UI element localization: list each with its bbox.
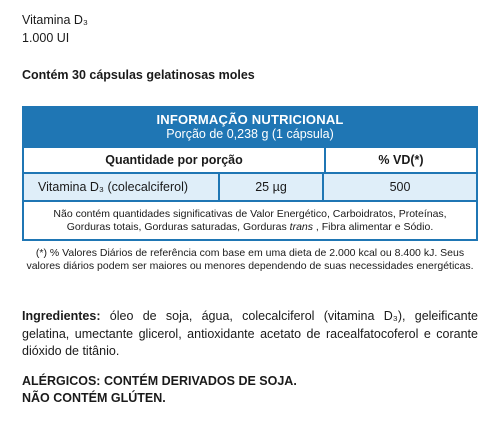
allergen-warning: ALÉRGICOS: CONTÉM DERIVADOS DE SOJA.	[22, 374, 297, 388]
product-name: Vitamina D₃	[22, 13, 88, 27]
ingredients-label: Ingredientes:	[22, 309, 101, 323]
column-header-quantity: Quantidade por porção	[24, 148, 326, 172]
nutrient-amount: 25 µg	[220, 174, 324, 200]
footnote: (*) % Valores Diários de referência com …	[26, 247, 474, 272]
nutrition-table-header: INFORMAÇÃO NUTRICIONAL Porção de 0,238 g…	[24, 108, 476, 146]
nutrient-vd: 500	[389, 180, 411, 194]
nutrition-column-headers: Quantidade por porção % VD(*)	[24, 146, 476, 172]
note-text-trans: trans	[289, 221, 314, 233]
content-description: Contém 30 cápsulas gelatinosas moles	[22, 68, 255, 82]
nutrient-name: Vitamina D₃ (colecalciferol)	[24, 174, 220, 200]
nutrition-table: INFORMAÇÃO NUTRICIONAL Porção de 0,238 g…	[22, 106, 478, 241]
column-header-vd: % VD(*)	[378, 153, 424, 167]
note-text-2: , Fibra alimentar e Sódio.	[313, 221, 434, 233]
nutrition-table-note: Não contém quantidades significativas de…	[24, 200, 476, 239]
ingredients-text: óleo de soja, água, colecalciferol (vita…	[22, 309, 478, 358]
gluten-warning: NÃO CONTÉM GLÚTEN.	[22, 391, 166, 405]
nutrition-table-portion: Porção de 0,238 g (1 cápsula)	[166, 127, 334, 141]
nutrition-table-title: INFORMAÇÃO NUTRICIONAL	[156, 112, 344, 127]
ingredients: Ingredientes: óleo de soja, água, coleca…	[22, 308, 478, 361]
product-dose: 1.000 UI	[22, 31, 70, 45]
table-row: Vitamina D₃ (colecalciferol) 25 µg 500	[24, 172, 476, 200]
note-text-1: Não contém quantidades significativas de…	[53, 208, 447, 233]
